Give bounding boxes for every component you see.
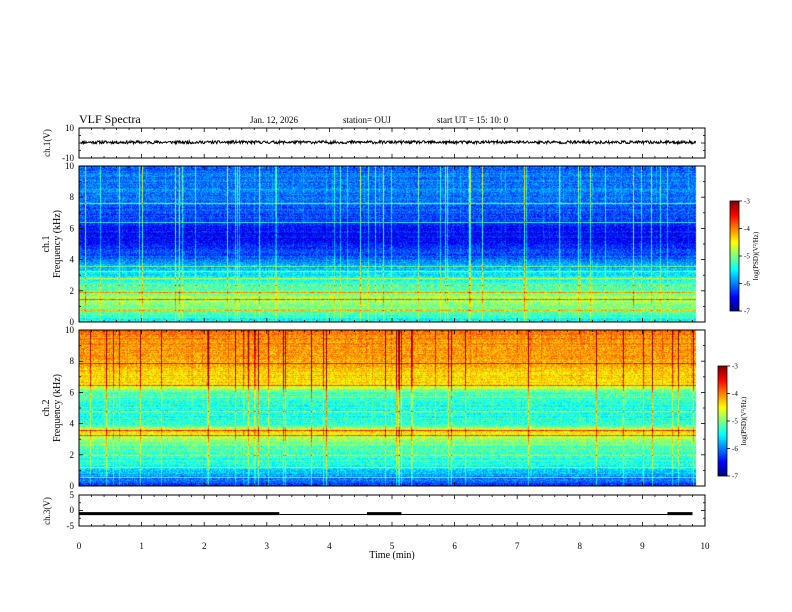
ch2-colorbar-tick-label: -3 (732, 363, 738, 371)
time-xtick-label: 8 (578, 541, 583, 551)
ch1-spectrogram-ylabel-channel: ch.1 (41, 236, 52, 253)
time-xlabel: Time (min) (369, 550, 414, 561)
ch1-waveform-panel: 10 -10 ch.1(V) (42, 123, 706, 163)
ch1-spectrogram-ytick-label: 8 (70, 192, 75, 202)
time-xtick-label: 4 (327, 541, 332, 551)
date-label: Jan. 12, 2026 (250, 115, 298, 125)
ch2-colorbar-tick-label: -5 (732, 418, 738, 426)
ch1-spectrogram-ytick-label: 0 (70, 317, 75, 327)
ch2-spectrogram-ylabel-channel: ch.2 (41, 400, 52, 417)
figure-title: VLF Spectra (79, 112, 141, 126)
ch1-colorbar-label: log(PSD)(V²/Hz) (752, 231, 760, 280)
station-label: station= OUJ (343, 115, 391, 125)
ch2-colorbar-tick-label: -6 (732, 445, 738, 453)
ch1-spectrogram-ytick-label: 2 (70, 286, 75, 296)
ch1-ytick-top: 10 (65, 123, 75, 133)
time-xtick-label: 2 (202, 541, 207, 551)
ch2-spectrogram-ytick-label: 2 (70, 450, 75, 460)
ch3-ytick-middle: 0 (70, 505, 75, 515)
ch1-colorbar-tick-label: -4 (744, 225, 750, 233)
ch3-ytick-bottom: -5 (67, 521, 75, 531)
ch1-spectrogram-ytick-label: 10 (65, 161, 75, 171)
time-xtick-label: 3 (265, 541, 270, 551)
ch3-waveform-frame (78, 494, 706, 527)
ch3-waveform-panel: 5 0 -5 ch.3(V) (42, 490, 706, 531)
ch1-spectrogram-ytick-label: 6 (70, 223, 75, 233)
start-time-label: start UT = 15: 10: 0 (437, 115, 509, 125)
ch1-colorbar-tick-label: -6 (744, 280, 750, 288)
ch2-colorbar-tick-label: -7 (732, 473, 738, 481)
ch2-spectrogram-ytick-label: 4 (70, 419, 75, 429)
ch1-ytick-bottom: -10 (62, 153, 74, 163)
time-xtick-label: 5 (390, 541, 395, 551)
ch2-spectrogram-ytick-label: 8 (70, 356, 75, 366)
time-xtick-label: 9 (640, 541, 645, 551)
ch2-spectrogram-ytick-label: 10 (65, 325, 75, 335)
ch2-spectrogram-ylabel-frequency: Frequency (kHz) (52, 374, 63, 442)
time-xtick-label: 1 (139, 541, 144, 551)
ch2-spectrogram-ytick-label: 0 (70, 481, 75, 491)
ch3-ytick-top: 5 (70, 490, 75, 500)
time-xtick-label: 0 (77, 541, 82, 551)
ch1-colorbar (729, 200, 740, 312)
time-xtick-label: 10 (701, 541, 711, 551)
ch1-voltage-ylabel: ch.1(V) (42, 129, 52, 157)
time-xtick-label: 6 (452, 541, 457, 551)
ch1-waveform-trace (79, 138, 697, 146)
ch2-spectrogram-image (79, 330, 705, 486)
ch1-spectrogram-ytick-label: 4 (70, 255, 75, 265)
ch3-voltage-ylabel: ch.3(V) (42, 497, 52, 525)
ch1-colorbar-tick-label: -7 (744, 308, 750, 316)
time-xtick-label: 7 (515, 541, 520, 551)
ch2-colorbar-label: log(PSD)(V²/Hz) (740, 396, 748, 445)
ch1-spectrogram-image (79, 166, 705, 322)
ch2-colorbar (717, 365, 728, 477)
ch2-colorbar-tick-label: -4 (732, 390, 738, 398)
ch1-colorbar-tick-label: -5 (744, 253, 750, 261)
ch1-colorbar-tick-label: -3 (744, 198, 750, 206)
ch2-spectrogram-ytick-label: 6 (70, 387, 75, 397)
ch1-spectrogram-ylabel-frequency: Frequency (kHz) (52, 210, 63, 278)
